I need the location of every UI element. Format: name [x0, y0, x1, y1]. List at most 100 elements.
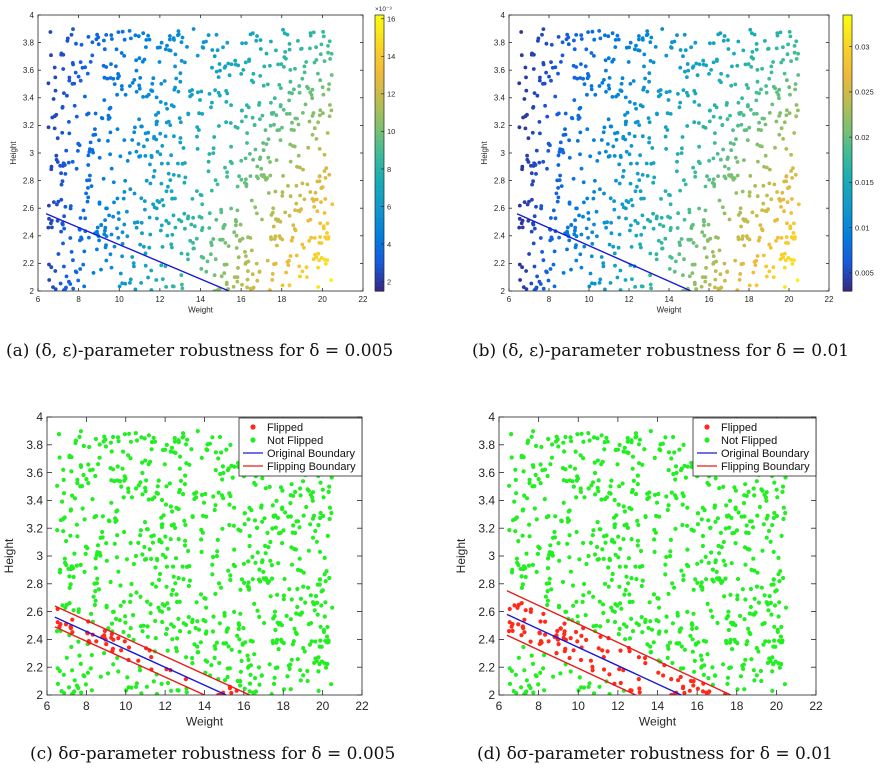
data-point	[733, 155, 738, 160]
data-point	[318, 235, 322, 239]
data-point	[578, 489, 584, 494]
data-point	[229, 690, 234, 695]
data-point	[694, 244, 699, 249]
data-point	[735, 593, 740, 598]
data-point	[690, 626, 695, 632]
data-point	[681, 273, 685, 278]
data-point	[76, 609, 81, 615]
data-point	[281, 528, 286, 533]
data-point	[550, 535, 556, 540]
data-point	[695, 561, 700, 566]
data-point	[599, 433, 604, 438]
data-point	[691, 587, 696, 592]
data-point	[663, 562, 668, 567]
data-point	[139, 124, 144, 129]
y-tick-label: 3.4	[26, 494, 43, 508]
data-point	[601, 261, 606, 265]
data-point	[91, 133, 96, 137]
data-point	[119, 648, 124, 653]
data-point	[212, 54, 217, 59]
data-point	[588, 540, 594, 546]
data-point	[714, 259, 718, 264]
data-point	[718, 530, 724, 536]
data-point	[316, 688, 321, 694]
data-point	[169, 189, 174, 194]
data-point	[190, 92, 194, 97]
data-point	[744, 642, 749, 647]
data-point	[225, 40, 230, 45]
data-point	[141, 623, 146, 628]
data-point	[541, 611, 546, 617]
data-point	[149, 268, 154, 273]
data-point	[526, 438, 531, 443]
data-point	[245, 141, 249, 145]
data-point	[702, 663, 707, 668]
data-point	[776, 93, 781, 97]
data-point	[776, 235, 780, 240]
data-point	[789, 211, 794, 215]
y-tick-label: 3.6	[478, 466, 495, 480]
data-point	[754, 584, 760, 589]
data-point	[710, 181, 715, 185]
data-point	[72, 689, 77, 694]
data-point	[591, 435, 597, 440]
data-point	[751, 56, 755, 61]
data-point	[212, 655, 217, 661]
data-point	[772, 603, 778, 608]
data-point	[522, 617, 527, 622]
data-point	[209, 105, 213, 110]
data-point	[755, 68, 760, 72]
data-point	[693, 170, 698, 175]
data-point	[153, 565, 158, 570]
data-point	[88, 147, 92, 152]
data-point	[61, 672, 66, 677]
data-point	[585, 127, 590, 131]
data-point	[637, 437, 643, 442]
data-point	[519, 53, 524, 58]
data-point	[323, 600, 328, 605]
data-point	[66, 685, 72, 690]
data-point	[322, 211, 327, 215]
data-point	[521, 115, 525, 120]
data-point	[519, 30, 524, 34]
data-point	[61, 529, 66, 534]
data-point	[648, 59, 653, 63]
data-point	[549, 60, 553, 64]
data-point	[231, 284, 236, 289]
data-point	[762, 164, 766, 169]
data-point	[141, 244, 146, 249]
data-point	[741, 261, 745, 266]
data-point	[786, 186, 790, 191]
data-point	[191, 241, 195, 245]
data-point	[624, 119, 629, 124]
colorbar-segment	[375, 28, 384, 34]
data-point	[637, 178, 642, 183]
data-point	[322, 257, 327, 262]
data-point	[782, 209, 786, 214]
colorbar-segment	[375, 79, 384, 85]
data-point	[277, 83, 282, 87]
data-point	[638, 189, 643, 194]
data-point	[170, 196, 175, 201]
data-point	[205, 448, 210, 453]
data-point	[181, 492, 186, 497]
data-point	[145, 599, 150, 604]
data-point	[307, 642, 312, 647]
colorbar-segment	[375, 88, 384, 94]
data-point	[536, 36, 541, 41]
data-point	[298, 668, 303, 673]
data-point	[164, 285, 169, 289]
data-point	[541, 159, 546, 164]
data-point	[522, 97, 527, 101]
data-point	[327, 114, 332, 119]
data-point	[131, 613, 136, 618]
data-point	[628, 181, 633, 186]
data-point	[108, 440, 113, 445]
data-point	[270, 640, 276, 646]
data-point	[691, 241, 696, 245]
data-point	[298, 193, 302, 198]
data-point	[755, 142, 760, 147]
colorbar-segment	[843, 180, 852, 186]
data-point	[789, 152, 793, 157]
data-point	[86, 462, 91, 467]
